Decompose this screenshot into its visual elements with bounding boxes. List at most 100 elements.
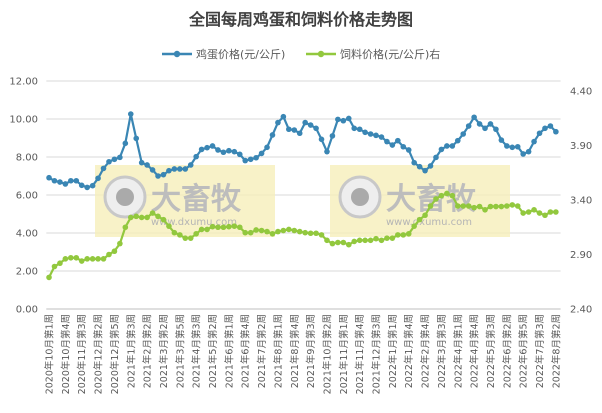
egg-price-point xyxy=(318,136,325,143)
egg-price-point xyxy=(275,119,281,126)
feed-price-point xyxy=(220,224,227,231)
x-tick-label: 2021年2月第2周 xyxy=(142,314,154,388)
x-tick-label: 2022年2月第4周 xyxy=(420,314,432,388)
feed-price-point xyxy=(395,232,401,238)
egg-price-point xyxy=(242,157,249,164)
egg-price-point xyxy=(171,166,178,172)
egg-price-point xyxy=(220,149,227,156)
feed-price-point xyxy=(78,258,85,264)
feed-price-point xyxy=(286,226,292,233)
watermark-url: www.dxumu.com xyxy=(151,217,237,228)
egg-price-point xyxy=(95,175,101,182)
egg-price-point xyxy=(400,143,407,150)
feed-price-point xyxy=(95,256,101,262)
feed-price-point xyxy=(449,192,456,199)
egg-price-point xyxy=(329,133,336,139)
feed-price-point xyxy=(547,209,554,215)
egg-price-point xyxy=(231,148,238,155)
feed-price-point xyxy=(553,209,559,215)
egg-price-point xyxy=(471,114,477,121)
egg-price-point xyxy=(487,121,494,127)
egg-price-point xyxy=(117,154,123,161)
y-right-tick-label: 3.90 xyxy=(570,141,592,152)
egg-price-point xyxy=(482,125,488,132)
legend-feed-label: 饲料价格(元/公斤)右 xyxy=(340,47,440,61)
egg-price-point xyxy=(553,128,559,135)
x-tick-label: 2022年5月第3周 xyxy=(485,314,497,388)
x-tick-label: 2021年8月第1周 xyxy=(272,314,284,388)
feed-price-point xyxy=(471,204,477,211)
y-left-tick-label: 4.00 xyxy=(16,229,38,240)
egg-price-point xyxy=(280,113,287,120)
x-tick-label: 2020年12月第2周 xyxy=(93,314,105,394)
egg-price-point xyxy=(247,156,254,163)
feed-price-point xyxy=(509,202,516,208)
feed-price-point xyxy=(89,256,96,262)
egg-price-point xyxy=(395,137,401,144)
egg-price-point xyxy=(405,147,412,153)
feed-price-point xyxy=(171,229,178,236)
feed-price-point xyxy=(411,223,417,229)
feed-price-point xyxy=(405,230,412,237)
watermark-brand: 大畜牧 xyxy=(151,182,242,217)
egg-price-point xyxy=(62,181,69,187)
egg-price-point xyxy=(498,137,505,143)
feed-price-point xyxy=(149,210,156,216)
egg-price-point xyxy=(286,126,292,133)
egg-price-point xyxy=(514,143,521,150)
egg-price-point xyxy=(269,132,276,138)
x-tick-label: 2020年12月第5周 xyxy=(109,314,121,394)
egg-price-point xyxy=(454,137,461,144)
feed-price-point xyxy=(166,223,172,229)
feed-price-point xyxy=(438,192,445,199)
feed-price-point xyxy=(514,203,521,209)
egg-price-point xyxy=(149,167,156,173)
feed-price-point xyxy=(356,237,363,244)
egg-price-point xyxy=(460,131,467,137)
feed-price-point xyxy=(444,190,450,197)
x-tick-label: 2022年6月第5周 xyxy=(518,314,530,388)
y-left-tick-label: 12.00 xyxy=(9,77,38,88)
y-axis-right: 2.40 2.90 3.40 3.90 4.40 xyxy=(570,87,592,316)
feed-price-point xyxy=(160,216,167,223)
egg-price-line xyxy=(48,112,557,189)
egg-price-point xyxy=(111,156,118,163)
egg-price-point xyxy=(133,135,140,142)
feed-price-point xyxy=(384,235,390,241)
feed-price-point xyxy=(373,235,379,242)
egg-price-point xyxy=(493,126,499,133)
egg-price-point xyxy=(302,119,308,126)
feed-price-point xyxy=(487,203,494,210)
watermarks: 大畜牧 www.dxumu.com 大畜牧 www.dxumu.com xyxy=(95,165,510,237)
x-tick-label: 2021年5月第2周 xyxy=(207,314,219,388)
watermark-brand: 大畜牧 xyxy=(386,182,477,217)
egg-price-point xyxy=(57,179,63,185)
feed-price-point xyxy=(193,230,199,237)
x-tick-label: 2021年1月第3周 xyxy=(125,314,137,388)
egg-price-point xyxy=(226,147,232,154)
feed-price-point xyxy=(460,203,467,209)
feed-price-point xyxy=(422,212,428,219)
feed-price-point xyxy=(531,207,537,213)
egg-price-point xyxy=(509,144,516,151)
feed-price-point xyxy=(144,214,150,221)
feed-price-point xyxy=(476,203,483,210)
egg-price-point xyxy=(324,148,330,155)
feed-price-point xyxy=(504,203,510,209)
egg-price-point xyxy=(68,177,74,184)
egg-price-point xyxy=(138,159,145,166)
x-tick-label: 2022年1月第4周 xyxy=(403,314,415,388)
feed-price-point xyxy=(367,237,374,244)
egg-price-point xyxy=(525,148,532,155)
egg-price-point xyxy=(258,150,265,157)
feed-price-point xyxy=(177,232,183,238)
feed-price-point xyxy=(362,237,368,244)
egg-price-point xyxy=(296,130,303,137)
egg-price-point xyxy=(356,126,363,133)
egg-price-point xyxy=(144,162,150,168)
feed-price-point xyxy=(133,213,140,220)
feed-price-point xyxy=(498,203,505,210)
y-left-tick-label: 2.00 xyxy=(16,267,38,278)
feed-price-point xyxy=(329,240,336,247)
